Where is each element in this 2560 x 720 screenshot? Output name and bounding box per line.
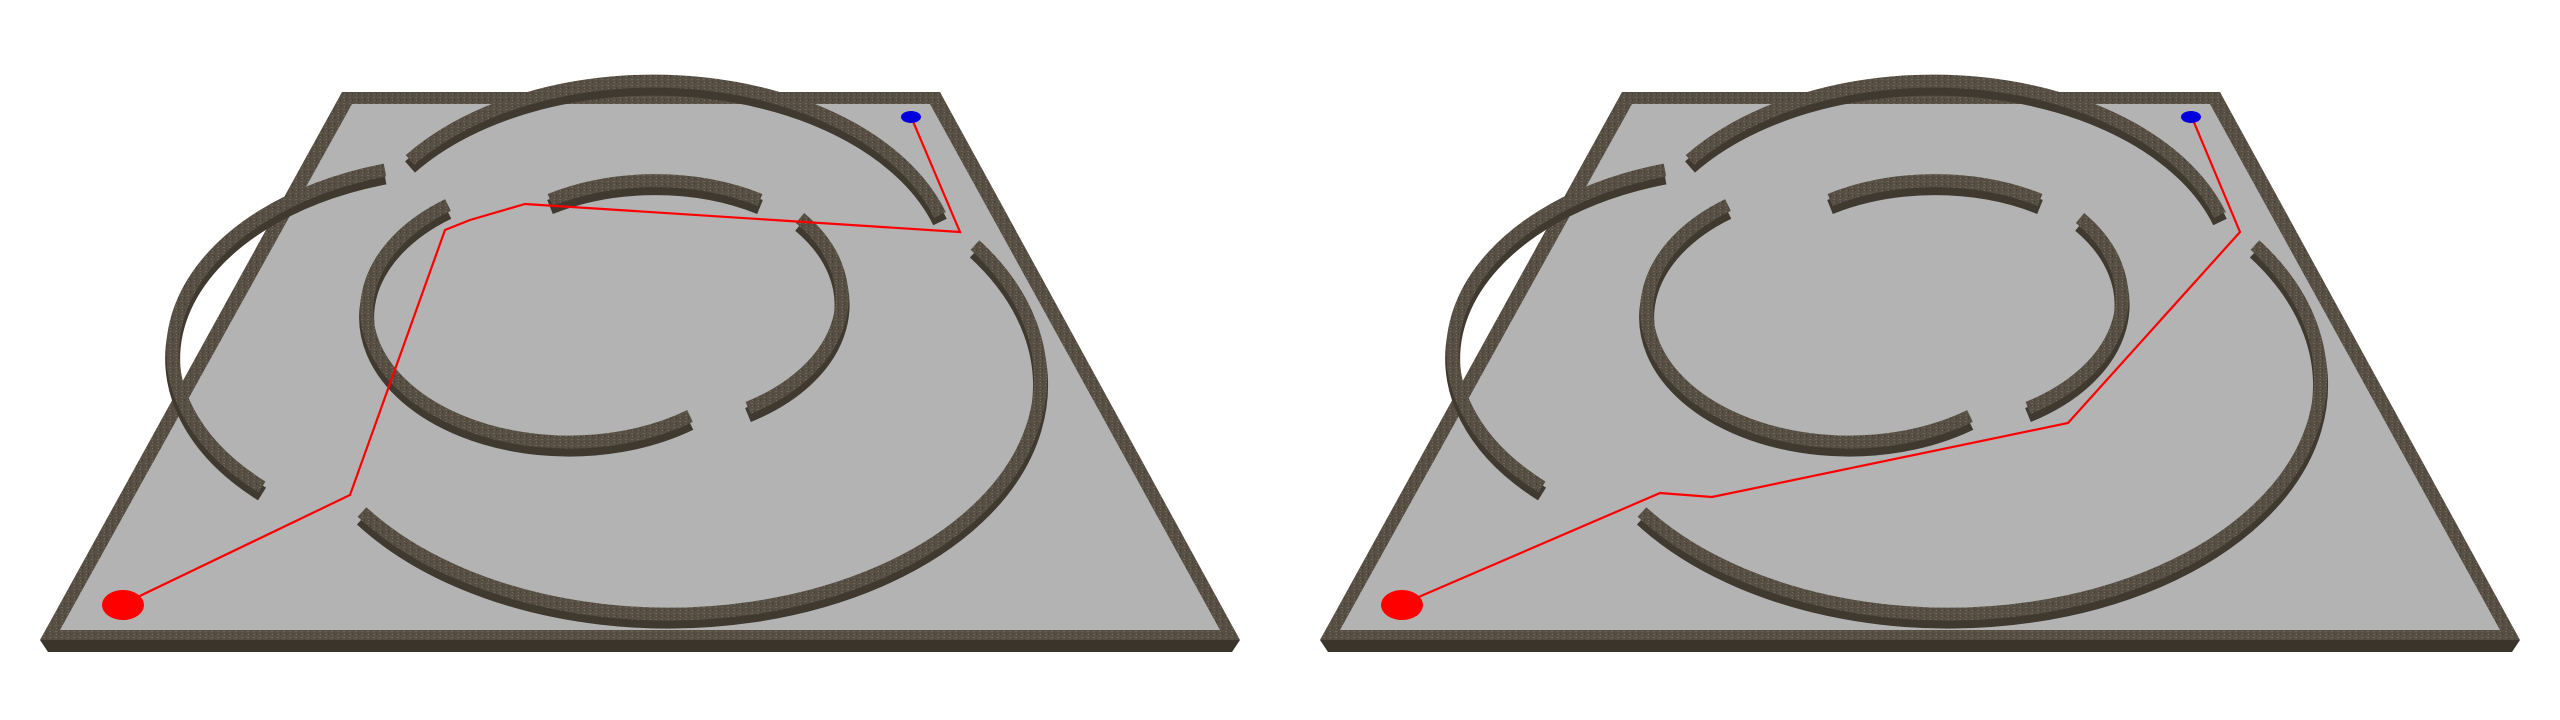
maze-panel-left bbox=[40, 81, 1240, 652]
planned-path-right bbox=[1399, 119, 2242, 607]
maze-panel-right bbox=[1320, 81, 2520, 652]
start-marker-icon bbox=[1381, 590, 1423, 620]
goal-marker-icon bbox=[901, 111, 921, 123]
goal-marker-icon bbox=[2181, 111, 2201, 123]
planned-path-left bbox=[120, 118, 962, 606]
start-marker-icon bbox=[102, 590, 144, 620]
